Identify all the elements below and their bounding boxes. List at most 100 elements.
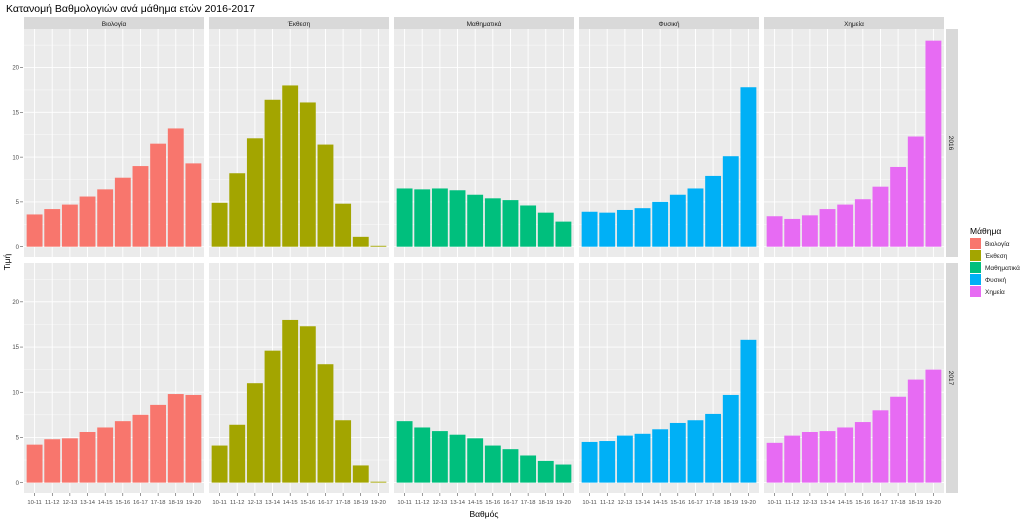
bar [282,85,299,247]
bar [537,460,554,483]
x-tick-label: 18-19 [168,500,183,506]
bar [890,396,907,483]
bar [484,198,501,247]
bar [837,427,854,483]
bar [669,422,686,483]
x-tick-label: 14-15 [468,500,483,506]
x-tick-label: 15-16 [855,500,870,506]
x-tick-label: 18-19 [353,500,368,506]
facet-strip-label: Φυσική [658,21,679,28]
bar [819,209,836,247]
bar [370,481,387,483]
bar [766,442,783,483]
bar [687,420,704,483]
bar [801,431,818,483]
bar [520,455,537,483]
bar [599,441,616,483]
x-tick-label: 10-11 [212,500,226,506]
bar [431,431,448,483]
chart-title: Κατανομή Βαθμολογιών ανά μάθημα ετών 201… [6,3,255,15]
bar [396,188,413,247]
facet-strip-label: Βιολογία [102,20,127,28]
bar [854,422,871,483]
x-tick-label: 19-20 [556,500,571,506]
x-tick-label: 17-18 [706,500,721,506]
bar [79,196,96,247]
bar [520,205,537,247]
bar [819,431,836,483]
x-tick-label: 16-17 [133,500,148,506]
bar [705,413,722,483]
x-tick-label: 15-16 [670,500,685,506]
x-tick-label: 10-11 [582,500,596,506]
x-tick-label: 19-20 [926,500,941,506]
x-tick-label: 14-15 [98,500,113,506]
x-tick-label: 13-14 [635,500,651,506]
x-tick-label: 10-11 [767,500,781,506]
x-tick-label: 11-12 [600,500,614,506]
bar [907,136,924,247]
x-tick-label: 18-19 [908,500,923,506]
y-tick-label: 10 [12,155,19,161]
bar [264,99,281,247]
facet-row-label: 2017 [947,371,954,386]
bar [837,204,854,247]
bar [431,188,448,247]
bar [722,156,739,247]
bar [185,394,202,483]
bar [61,438,78,483]
legend-label: Φυσική [985,277,1006,284]
x-tick-label: 16-17 [688,500,703,506]
legend-title: Μάθημα [970,226,1001,236]
y-tick-label: 10 [12,390,19,396]
bar [581,441,598,483]
bar [502,449,519,483]
x-tick-label: 16-17 [318,500,333,506]
bar [555,464,572,483]
bar [282,319,299,483]
bar [634,433,651,483]
bar [467,438,484,483]
x-tick-label: 10-11 [397,500,411,506]
y-tick-label: 15 [12,345,19,351]
x-tick-label: 15-16 [300,500,315,506]
x-tick-label: 12-13 [802,500,817,506]
bar [317,144,334,247]
legend-label: Χημεία [985,288,1005,296]
bar [114,177,131,247]
bar [414,189,431,247]
bar [616,435,633,483]
bar [414,427,431,483]
bar [61,204,78,247]
facet-row-strip [946,263,958,493]
bar [132,414,149,483]
x-tick-label: 15-16 [115,500,130,506]
bar [150,143,167,247]
bar [44,209,61,247]
bar [114,421,131,483]
bar [317,364,334,483]
bar [211,202,228,247]
bar [537,212,554,247]
x-tick-label: 13-14 [450,500,466,506]
bar [766,216,783,247]
bar [784,218,801,247]
facet-strip [764,17,944,29]
bar [211,445,228,483]
bar [26,444,43,483]
bar [687,188,704,247]
y-tick-label: 20 [12,66,19,72]
legend-label: Βιολογία [985,240,1010,248]
bar [264,350,281,483]
x-tick-label: 19-20 [741,500,756,506]
bar [396,421,413,483]
bar [555,221,572,247]
bar [581,211,598,247]
bar [484,445,501,483]
y-tick-label: 0 [16,245,20,251]
facet-strip-label: Έκθεση [287,21,311,28]
bar [44,439,61,483]
x-tick-label: 16-17 [873,500,888,506]
y-axis-title: Τιμή [2,254,12,271]
